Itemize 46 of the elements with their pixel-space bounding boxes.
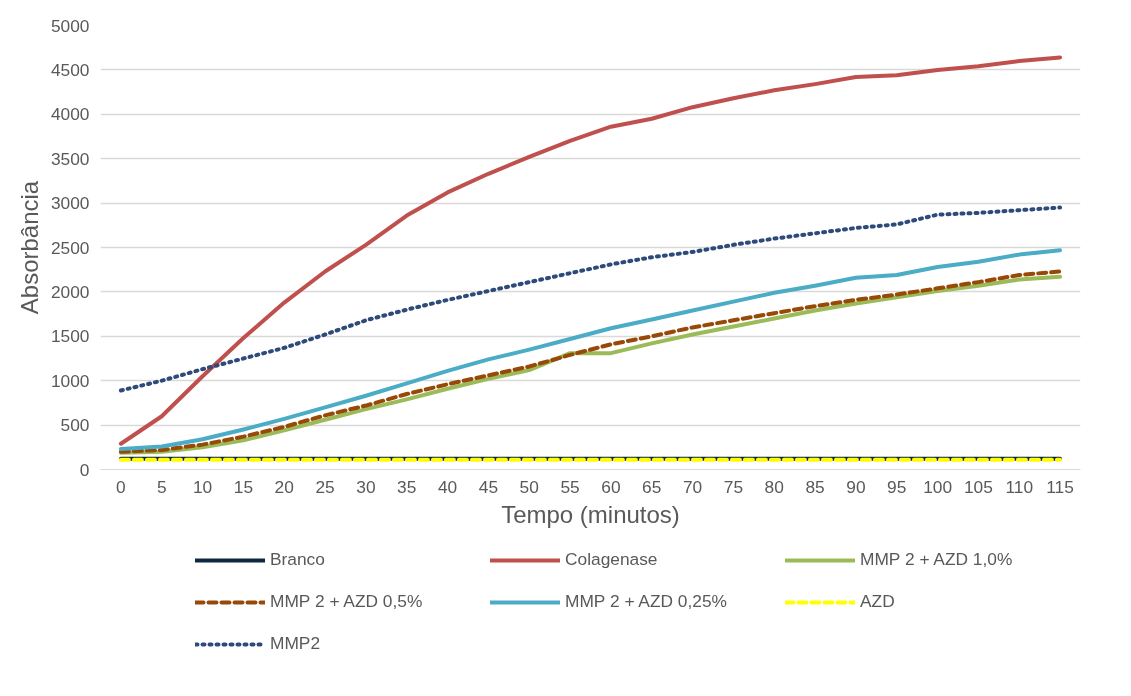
y-tick-label: 4000 [50,104,90,125]
y-tick-label: 1500 [50,326,90,347]
y-tick-label: 4500 [50,59,90,80]
x-tick-label: 45 [478,476,499,497]
x-tick-label: 30 [356,476,376,497]
x-tick-label: 75 [723,476,744,497]
x-tick-label: 20 [274,476,294,497]
x-tick-label: 110 [1005,476,1034,497]
x-tick-label: 10 [192,476,213,497]
legend-label: MMP 2 + AZD 0,5% [270,591,424,612]
y-tick-label: 3500 [50,148,90,169]
y-tick-label: 500 [60,415,90,436]
x-tick-label: 65 [642,476,662,497]
y-tick-label: 1000 [50,370,90,391]
legend-label: MMP 2 + AZD 1,0% [860,549,1014,570]
legend-label: MMP 2 + AZD 0,25% [565,591,728,612]
x-tick-label: 95 [887,476,907,497]
x-tick-label: 80 [764,476,784,497]
x-tick-label: 100 [923,476,953,497]
x-tick-label: 40 [437,476,458,497]
y-tick-label: 5000 [50,15,90,36]
x-tick-label: 35 [397,476,417,497]
legend-label: AZD [860,591,896,612]
x-tick-label: 55 [560,476,580,497]
x-tick-label: 0 [116,476,126,497]
y-axis-title: Absorbância [15,180,43,315]
x-tick-label: 60 [601,476,621,497]
y-tick-label: 2500 [50,237,90,258]
x-tick-label: 115 [1046,476,1074,497]
legend-label: MMP2 [270,633,322,654]
line-series [118,55,1063,446]
x-tick-label: 50 [519,476,539,497]
x-tick-label: 15 [233,476,254,497]
line-series [118,205,1063,393]
y-tick-label: 0 [79,459,90,480]
x-tick-label: 5 [156,476,167,497]
x-tick-label: 85 [805,476,825,497]
y-tick-label: 3000 [50,193,90,214]
legend-label: Branco [270,549,326,570]
x-axis-title: Tempo (minutos) [501,500,680,528]
x-tick-label: 90 [846,476,866,497]
x-tick-label: 105 [963,476,993,497]
y-tick-label: 2000 [50,281,90,302]
x-tick-label: 70 [682,476,703,497]
x-tick-label: 25 [315,476,335,497]
legend-label: Colagenase [565,549,659,570]
